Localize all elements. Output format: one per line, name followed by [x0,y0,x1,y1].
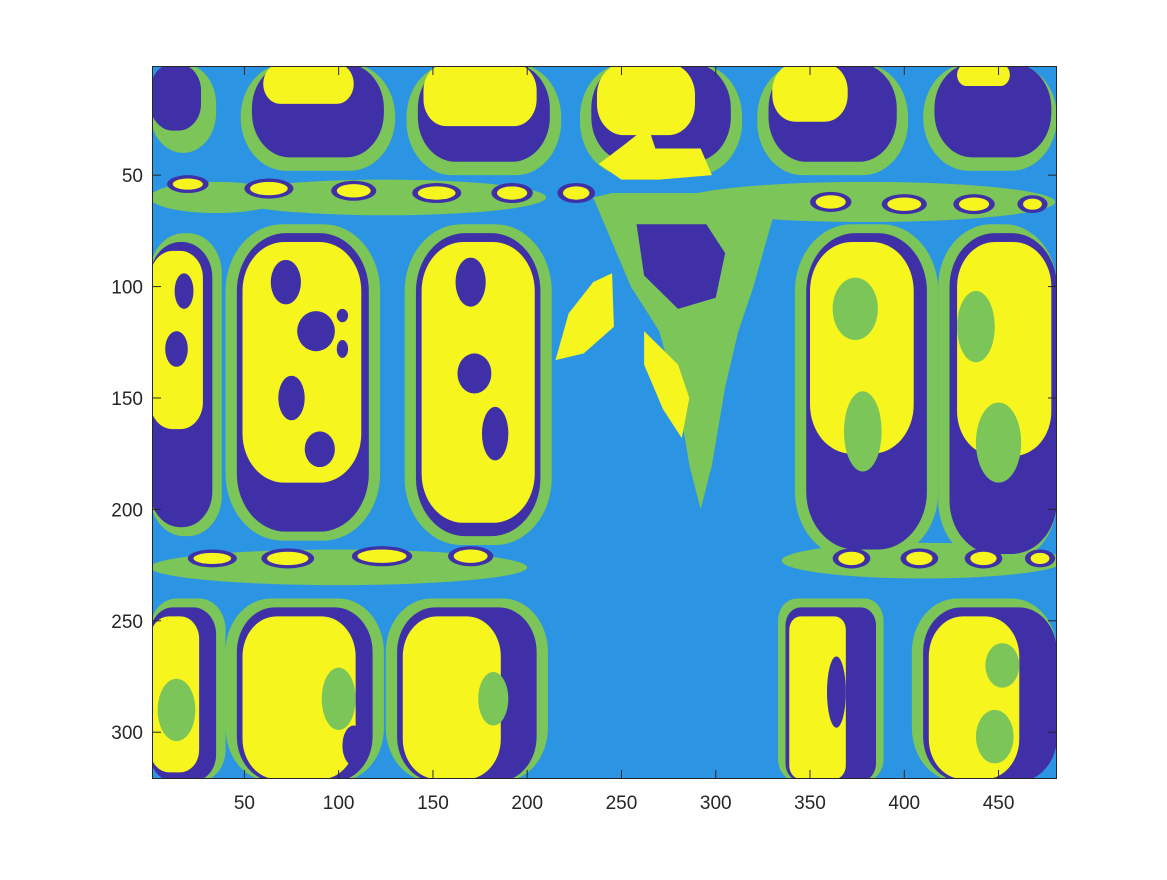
x-tick-label: 400 [888,793,920,814]
heatmap-region-level-4 [242,242,362,483]
heatmap-region-level-4 [423,66,537,127]
y-tick-label: 100 [111,278,143,299]
heatmap-region-level-4 [957,66,1010,87]
heatmap-region-level-3 [678,181,1056,222]
x-axis: 50 100 150 200 250 300 350 400 450 [234,66,1015,814]
axes-box [152,66,1057,779]
y-tick-label: 150 [111,389,143,410]
heatmap-region-level-1 [336,340,349,358]
heatmap-region-level-4 [242,616,356,779]
y-tick-label: 50 [122,166,143,187]
heatmap-region-level-3 [157,678,196,742]
heatmap-region-level-4 [598,126,712,180]
plot-area [152,66,1057,779]
y-tick-label: 250 [111,612,143,633]
heatmap-region-level-4 [563,186,590,200]
heatmap-region-level-4 [267,551,309,566]
heatmap-region-level-1 [270,259,301,305]
heatmap-region-level-1 [826,656,846,728]
heatmap-region-level-4 [1023,198,1042,210]
heatmap-region-level-4 [789,616,846,779]
heatmap-region-level-3 [957,291,995,363]
heatmap-region-level-4 [263,66,354,104]
heatmap-region-level-4 [555,273,614,361]
heatmap-region-level-4 [644,331,690,439]
y-tick-label: 200 [111,500,143,521]
heatmap-region-level-4 [402,616,501,779]
heatmap-region-level-3 [152,549,528,586]
x-tick-label: 450 [983,793,1015,814]
heatmap-region-level-1 [934,66,1052,158]
heatmap-region-level-3 [593,193,773,510]
heatmap-region-level-1 [336,308,349,323]
x-tick-label: 200 [511,793,543,814]
heatmap-region-level-1 [636,224,726,309]
heatmap-region-level-4 [596,66,695,136]
heatmap-region-level-1 [174,273,194,309]
heatmap-region-level-1 [342,725,366,766]
heatmap-region-level-1 [481,406,509,461]
heatmap-region-level-4 [838,551,865,566]
y-tick-label: 300 [111,723,143,744]
heatmap-region-level-4 [906,551,933,566]
heatmap-region-level-4 [417,186,456,200]
heatmap-region-level-1 [152,66,202,131]
heatmap-region-level-1 [278,375,305,421]
y-axis: 50 100 150 200 250 300 [111,166,1057,744]
heatmap-region-level-4 [193,552,232,564]
heatmap-region-level-4 [357,549,407,563]
heatmap-region-level-3 [321,667,356,730]
heatmap-region-level-4 [172,178,203,190]
heatmap-region-level-4 [887,197,922,211]
heatmap-region-level-4 [970,551,997,566]
heatmap-region-level-3 [975,709,1014,764]
x-tick-label: 350 [794,793,826,814]
heatmap-region-level-4 [497,186,528,200]
x-tick-label: 100 [323,793,355,814]
heatmap-region-level-3 [225,179,547,216]
heatmap-region-level-1 [457,353,492,394]
heatmap-region-level-1 [165,331,188,367]
x-tick-label: 150 [417,793,449,814]
heatmap-region-level-3 [832,277,878,341]
x-tick-label: 300 [700,793,732,814]
heatmap-region-level-3 [975,402,1022,483]
heatmap-region-level-4 [815,195,846,209]
x-tick-label: 250 [606,793,638,814]
x-tick-label: 50 [234,793,255,814]
heatmap-region-level-1 [297,311,335,352]
heatmap-region-level-4 [772,66,848,122]
heatmap-region-level-1 [304,431,335,468]
heatmap-region-level-4 [250,181,288,196]
heatmap-region-level-4 [336,184,371,198]
heatmap-region-level-4 [958,197,990,211]
heatmap-region-level-4 [1030,552,1050,564]
heatmap-region-level-3 [843,391,882,472]
heatmap-region-level-3 [985,643,1020,688]
heatmap-region-level-1 [455,257,486,307]
heatmap-region-level-4 [453,549,488,563]
heatmap-region-level-3 [478,672,509,726]
